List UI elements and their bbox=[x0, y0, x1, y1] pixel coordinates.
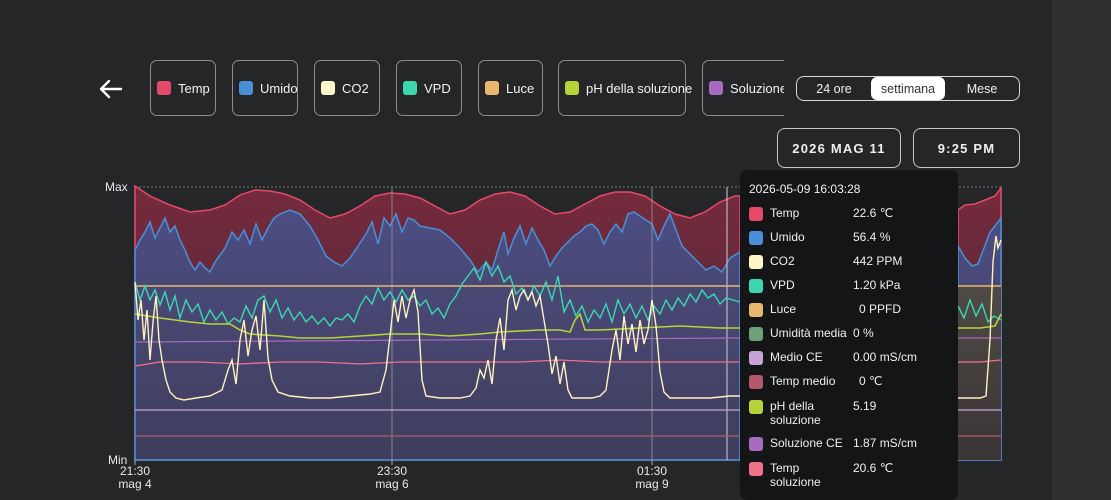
temp-swatch-icon bbox=[749, 207, 763, 221]
range-week[interactable]: settimana bbox=[871, 77, 945, 100]
y-axis-max-label: Max bbox=[105, 180, 128, 194]
medio-ce-swatch-icon bbox=[749, 351, 763, 365]
range-month[interactable]: Mese bbox=[966, 81, 998, 96]
temp-swatch-icon bbox=[157, 81, 171, 95]
co2-swatch-icon bbox=[749, 255, 763, 269]
ph-swatch-icon bbox=[749, 400, 763, 414]
x-tick-label-2: 23:30 mag 6 bbox=[375, 464, 409, 491]
range-selector: 24 ore settimana Mese bbox=[796, 76, 1020, 101]
series-vpd-line bbox=[134, 260, 741, 328]
co2-swatch-icon bbox=[321, 81, 335, 95]
x-tick-label-1: 21:30 mag 4 bbox=[118, 464, 152, 491]
series-ph-line-right bbox=[958, 313, 1002, 329]
chip-soluzione-ce[interactable]: Soluzione C bbox=[702, 60, 784, 116]
chip-co2[interactable]: CO2 bbox=[314, 60, 380, 116]
series-ph-line bbox=[134, 312, 740, 339]
chart-tooltip: 2026-05-09 16:03:28 Temp 22.6 ℃ Umido 56… bbox=[740, 170, 958, 500]
vpd-swatch-icon bbox=[749, 279, 763, 293]
series-temp-soluzione-line-right bbox=[958, 359, 1002, 363]
tooltip-timestamp: 2026-05-09 16:03:28 bbox=[749, 182, 861, 196]
soluzione-swatch-icon bbox=[709, 81, 723, 95]
luce-swatch-icon bbox=[749, 303, 763, 317]
arrow-left-icon[interactable] bbox=[96, 74, 126, 104]
time-picker-button[interactable]: 9:25 PM bbox=[913, 128, 1020, 168]
series-soluzione-ce-line bbox=[134, 337, 741, 343]
date-picker-button[interactable]: 2026 MAG 11 bbox=[777, 128, 901, 168]
chip-luce[interactable]: Luce bbox=[478, 60, 543, 116]
chip-umido[interactable]: Umido bbox=[232, 60, 298, 116]
temp-soluzione-swatch-icon bbox=[749, 462, 763, 476]
right-edge-panel bbox=[1052, 0, 1111, 500]
series-co2-line-right bbox=[958, 235, 1002, 399]
chip-temp[interactable]: Temp bbox=[150, 60, 216, 116]
ph-swatch-icon bbox=[565, 81, 579, 95]
lower-band-area-right bbox=[958, 286, 1001, 460]
luce-swatch-icon bbox=[485, 81, 499, 95]
series-chip-bar: Temp Umido CO2 VPD Luce pH della soluzio… bbox=[150, 60, 784, 118]
umido-swatch-icon bbox=[749, 231, 763, 245]
series-vpd-line-right bbox=[957, 297, 1002, 324]
y-axis-min-label: Min bbox=[108, 453, 128, 467]
soluzione-ce-swatch-icon bbox=[749, 437, 763, 451]
range-24h[interactable]: 24 ore bbox=[816, 81, 852, 96]
vpd-swatch-icon bbox=[403, 81, 417, 95]
chip-ph[interactable]: pH della soluzione bbox=[558, 60, 692, 116]
temp-medio-swatch-icon bbox=[749, 375, 763, 389]
series-temp-soluzione-line bbox=[134, 359, 740, 367]
umido-swatch-icon bbox=[239, 81, 253, 95]
umidita-media-swatch-icon bbox=[749, 327, 763, 341]
series-co2-line bbox=[134, 281, 740, 401]
chip-vpd[interactable]: VPD bbox=[396, 60, 462, 116]
x-tick-label-3: 01:30 mag 9 bbox=[635, 464, 669, 491]
